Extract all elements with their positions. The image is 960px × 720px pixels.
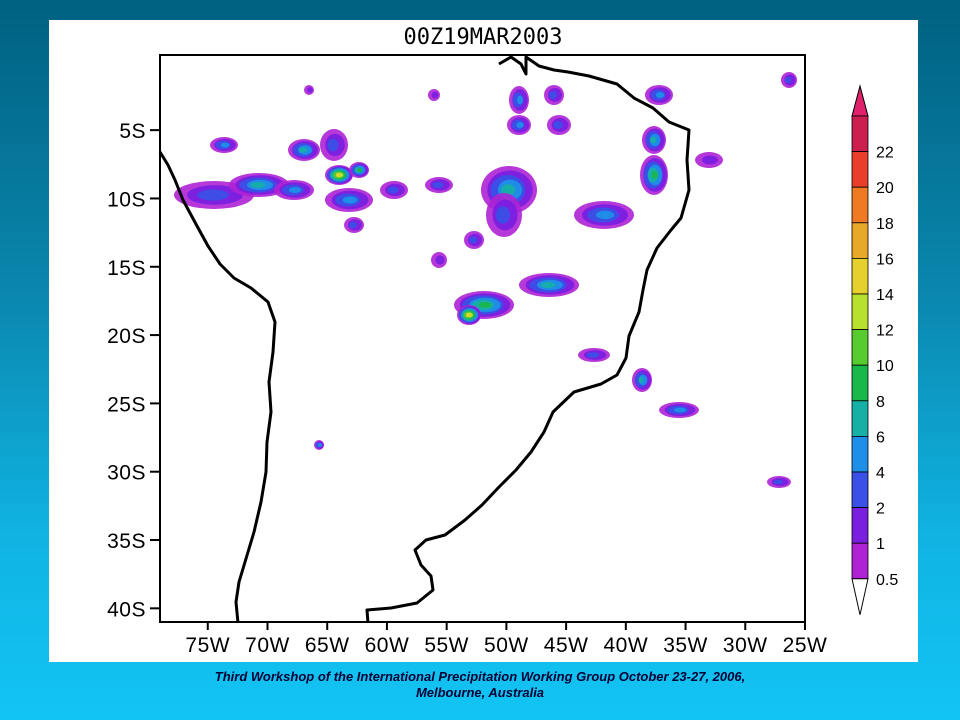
precip-core	[349, 221, 357, 229]
precip-core	[435, 255, 445, 265]
precip-core	[469, 236, 477, 244]
precip-core	[549, 91, 557, 99]
colorbar-segment	[851, 257, 869, 295]
colorbar-label: 2	[876, 501, 885, 518]
plot-frame	[159, 54, 806, 623]
colorbar-segment	[851, 435, 869, 473]
lat-tick-label: 10S	[107, 188, 146, 211]
precip-core	[655, 91, 665, 99]
precip-core	[773, 479, 783, 485]
colorbar-label: 14	[876, 287, 894, 304]
colorbar-segment	[851, 507, 869, 544]
precip-core	[307, 87, 313, 93]
precip-core	[553, 121, 563, 129]
latitude-axis: 5S 10S 15S 20S 25S 30S 35S 40S	[107, 120, 160, 621]
footer-line-2: Melbourne, Australia	[415, 685, 545, 700]
precip-core	[501, 184, 515, 196]
colorbar-segment	[851, 115, 869, 152]
colorbar-legend: 22 20 18 16 14 12 10 8 6 4 2 1 0.5	[851, 84, 898, 615]
precip-core	[652, 170, 658, 180]
precip-core	[336, 173, 340, 177]
precip-core	[387, 186, 399, 194]
precip-core	[466, 313, 470, 317]
colorbar-top-arrow	[851, 84, 869, 117]
lon-tick-label: 45W	[544, 634, 589, 657]
lon-tick-label: 25W	[783, 634, 828, 657]
precip-core	[250, 182, 266, 188]
lat-tick-label: 5S	[119, 120, 146, 143]
colorbar-label: 20	[876, 180, 894, 197]
lat-tick-label: 30S	[107, 462, 146, 485]
colorbar-label: 4	[876, 465, 885, 482]
colorbar-label: 1	[876, 536, 885, 553]
lon-tick-label: 55W	[424, 634, 469, 657]
colorbar-label: 8	[876, 394, 885, 411]
precip-core	[595, 210, 615, 220]
precip-core	[638, 377, 644, 383]
map-title: 00Z19MAR2003	[404, 25, 563, 50]
map-panel: 00Z19MAR2003 5S 10S 15S 20S 25S 30S 35S 40S 75W…	[49, 20, 918, 662]
lon-tick-label: 50W	[484, 634, 529, 657]
lon-tick-label: 65W	[305, 634, 350, 657]
colorbar-label: 18	[876, 216, 894, 233]
lat-tick-label: 40S	[107, 598, 146, 621]
precip-core	[288, 186, 302, 194]
precip-core	[197, 189, 229, 201]
precipitation-field	[174, 72, 797, 488]
precip-core	[673, 407, 687, 413]
precip-core	[478, 302, 492, 308]
precip-core	[357, 168, 363, 172]
lat-tick-label: 15S	[107, 257, 146, 280]
lon-tick-label: 30W	[723, 634, 768, 657]
precip-core	[342, 196, 358, 204]
lon-tick-label: 35W	[663, 634, 708, 657]
colorbar-segment	[851, 293, 869, 330]
lon-tick-label: 60W	[365, 634, 410, 657]
longitude-axis: 75W 70W 65W 60W 55W 50W 45W 40W 35W 30W 25W	[185, 622, 827, 657]
precip-core	[586, 352, 600, 358]
colorbar-label: 10	[876, 358, 894, 375]
footer-line-1: Third Workshop of the International Prec…	[214, 669, 746, 684]
precip-core	[299, 147, 307, 153]
precip-core	[327, 138, 339, 152]
precip-core	[495, 206, 511, 224]
colorbar-segment	[851, 471, 869, 508]
colorbar-bottom-arrow	[851, 578, 869, 615]
colorbar-label: 12	[876, 323, 894, 340]
precip-core	[318, 443, 322, 447]
colorbar-label: 0.5	[876, 572, 898, 589]
precip-core	[650, 136, 656, 144]
precipitation-map: 00Z19MAR2003 5S 10S 15S 20S 25S 30S 35S 40S 75W…	[107, 25, 898, 657]
precip-core	[516, 95, 524, 105]
precip-core	[540, 282, 556, 288]
colorbar-segment	[851, 400, 869, 437]
precip-core	[516, 121, 524, 129]
colorbar-segment	[851, 222, 869, 259]
coastline	[158, 55, 691, 624]
colorbar-label: 22	[876, 145, 894, 162]
lon-tick-label: 40W	[603, 634, 648, 657]
footer-caption: Third Workshop of the International Prec…	[0, 669, 960, 701]
colorbar-label: 6	[876, 429, 885, 446]
precip-core	[702, 155, 718, 165]
colorbar-segment	[851, 186, 869, 224]
lat-tick-label: 25S	[107, 393, 146, 416]
colorbar-segment	[851, 364, 869, 402]
precip-core	[432, 181, 444, 189]
precip-core	[784, 76, 792, 84]
colorbar-segment	[851, 329, 869, 366]
colorbar-label: 16	[876, 251, 894, 268]
precip-core	[431, 91, 439, 99]
lat-tick-label: 20S	[107, 325, 146, 348]
lon-tick-label: 75W	[185, 634, 230, 657]
colorbar-segment	[851, 151, 869, 188]
lat-tick-label: 35S	[107, 530, 146, 553]
precip-core	[220, 142, 230, 148]
colorbar-segment	[851, 542, 869, 580]
lon-tick-label: 70W	[245, 634, 290, 657]
